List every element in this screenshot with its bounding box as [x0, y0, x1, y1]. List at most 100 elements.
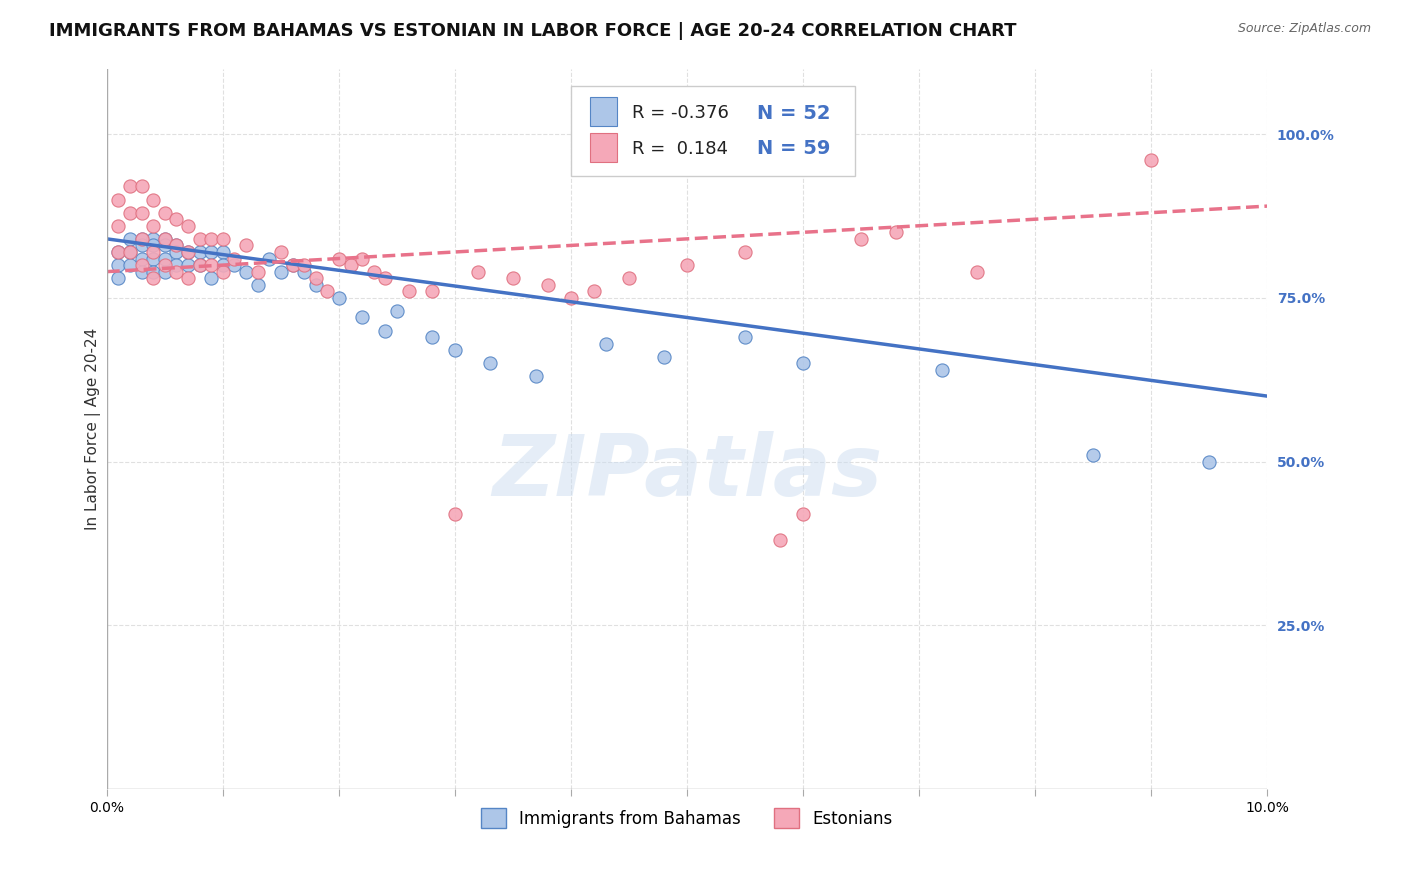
Point: [734, 330, 756, 344]
Point: [177, 271, 200, 285]
Point: [120, 244, 142, 259]
Point: [444, 507, 467, 521]
Point: [166, 238, 188, 252]
Point: [177, 244, 200, 259]
Point: [617, 271, 640, 285]
FancyBboxPatch shape: [589, 97, 617, 126]
Point: [177, 219, 200, 233]
Point: [374, 271, 396, 285]
Point: [281, 258, 304, 272]
Point: [200, 244, 222, 259]
Point: [142, 244, 165, 259]
Point: [166, 238, 188, 252]
Point: [420, 330, 443, 344]
Point: [153, 205, 176, 219]
Point: [188, 258, 211, 272]
Point: [153, 232, 176, 246]
Point: [246, 277, 269, 292]
Point: [524, 369, 547, 384]
Point: [884, 225, 907, 239]
Point: [142, 265, 165, 279]
Point: [142, 238, 165, 252]
Point: [1140, 153, 1163, 168]
Point: [212, 232, 235, 246]
Point: [120, 205, 142, 219]
Point: [153, 265, 176, 279]
Point: [188, 258, 211, 272]
Point: [142, 252, 165, 266]
Point: [270, 244, 292, 259]
Point: [305, 277, 328, 292]
Point: [246, 265, 269, 279]
Point: [305, 271, 328, 285]
Point: [142, 193, 165, 207]
Point: [652, 350, 675, 364]
Point: [142, 271, 165, 285]
Point: [166, 212, 188, 227]
Point: [107, 219, 129, 233]
Point: [537, 277, 560, 292]
Point: [235, 238, 257, 252]
Point: [188, 244, 211, 259]
Point: [444, 343, 467, 358]
Point: [131, 232, 153, 246]
Point: [224, 258, 246, 272]
Point: [374, 324, 396, 338]
Point: [120, 258, 142, 272]
Point: [792, 507, 814, 521]
Point: [224, 252, 246, 266]
Point: [259, 252, 281, 266]
Point: [502, 271, 524, 285]
Point: [931, 363, 953, 377]
Point: [131, 179, 153, 194]
Point: [131, 232, 153, 246]
Point: [363, 265, 385, 279]
Point: [200, 232, 222, 246]
Legend: Immigrants from Bahamas, Estonians: Immigrants from Bahamas, Estonians: [474, 801, 900, 835]
Y-axis label: In Labor Force | Age 20-24: In Labor Force | Age 20-24: [86, 327, 101, 530]
Point: [212, 265, 235, 279]
Point: [153, 258, 176, 272]
Text: N = 52: N = 52: [756, 103, 830, 123]
Point: [120, 232, 142, 246]
Point: [142, 219, 165, 233]
Point: [200, 271, 222, 285]
Point: [177, 258, 200, 272]
Point: [339, 258, 361, 272]
Point: [107, 244, 129, 259]
Text: ZIPatlas: ZIPatlas: [492, 431, 882, 514]
Text: IMMIGRANTS FROM BAHAMAS VS ESTONIAN IN LABOR FORCE | AGE 20-24 CORRELATION CHART: IMMIGRANTS FROM BAHAMAS VS ESTONIAN IN L…: [49, 22, 1017, 40]
Point: [153, 252, 176, 266]
Point: [1198, 455, 1220, 469]
Point: [131, 265, 153, 279]
Point: [200, 258, 222, 272]
Point: [107, 258, 129, 272]
Point: [583, 285, 606, 299]
Point: [352, 252, 374, 266]
Point: [292, 258, 315, 272]
Point: [166, 258, 188, 272]
Point: [188, 232, 211, 246]
Point: [212, 258, 235, 272]
Text: Source: ZipAtlas.com: Source: ZipAtlas.com: [1237, 22, 1371, 36]
Point: [292, 265, 315, 279]
Point: [107, 244, 129, 259]
FancyBboxPatch shape: [571, 86, 855, 176]
Point: [107, 193, 129, 207]
Point: [595, 336, 617, 351]
Point: [120, 179, 142, 194]
Point: [120, 244, 142, 259]
Point: [142, 232, 165, 246]
Point: [270, 265, 292, 279]
Point: [235, 265, 257, 279]
Point: [316, 285, 339, 299]
Point: [131, 205, 153, 219]
Point: [281, 258, 304, 272]
FancyBboxPatch shape: [589, 134, 617, 162]
Point: [153, 238, 176, 252]
Point: [560, 291, 582, 305]
Point: [328, 291, 350, 305]
Point: [676, 258, 699, 272]
Point: [166, 265, 188, 279]
Point: [734, 244, 756, 259]
